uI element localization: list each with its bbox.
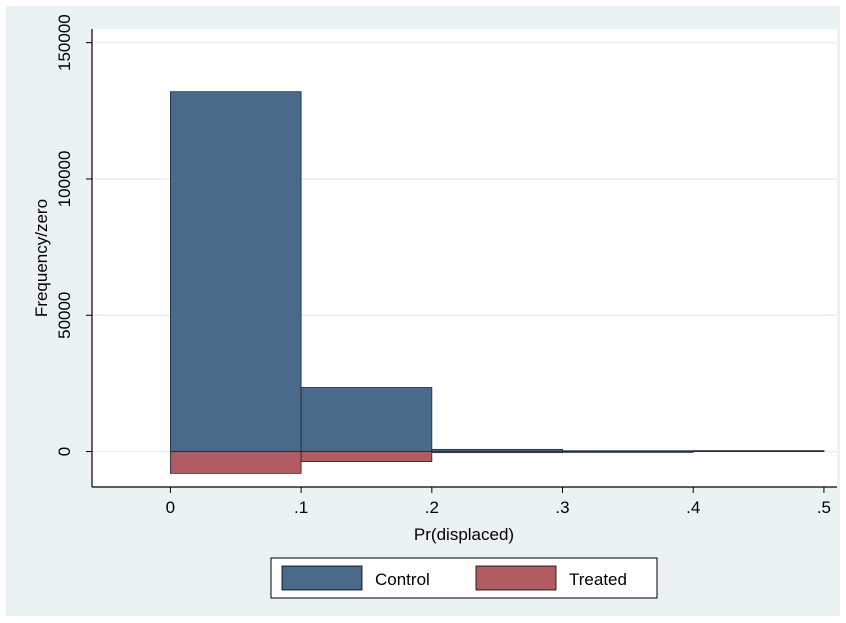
- bar-treated-0: [170, 451, 302, 474]
- y-tick-label-0: 0: [55, 447, 74, 456]
- bars: [170, 91, 825, 474]
- x-tick-label-1: .1: [294, 498, 308, 517]
- bar-control-0: [170, 91, 302, 452]
- legend: Control Treated: [270, 557, 658, 599]
- x-axis-label: Pr(displaced): [414, 525, 514, 544]
- x-tick-label-4: .4: [686, 498, 700, 517]
- y-tick-label-1: 50000: [55, 292, 74, 339]
- legend-swatch-control: [281, 565, 363, 591]
- bar-treated-2: [431, 451, 563, 454]
- x-tick-label-2: .2: [425, 498, 439, 517]
- y-axis-label: Frequency/zero: [32, 199, 51, 317]
- bar-control-1: [300, 387, 433, 452]
- y-tick-label-2: 100000: [55, 151, 74, 208]
- legend-label-control: Control: [375, 570, 430, 589]
- y-axis-ticks: 0 50000 100000 150000: [55, 14, 92, 456]
- x-axis-ticks: 0 .1 .2 .3 .4 .5: [166, 487, 831, 517]
- legend-label-treated: Treated: [569, 570, 627, 589]
- bar-treated-4: [692, 450, 825, 452]
- y-tick-label-3: 150000: [55, 14, 74, 71]
- legend-swatch-treated: [475, 565, 557, 591]
- x-tick-label-0: 0: [166, 498, 175, 517]
- bar-treated-3: [562, 451, 694, 453]
- bar-treated-1: [300, 451, 433, 463]
- x-tick-label-5: .5: [817, 498, 831, 517]
- x-tick-label-3: .3: [555, 498, 569, 517]
